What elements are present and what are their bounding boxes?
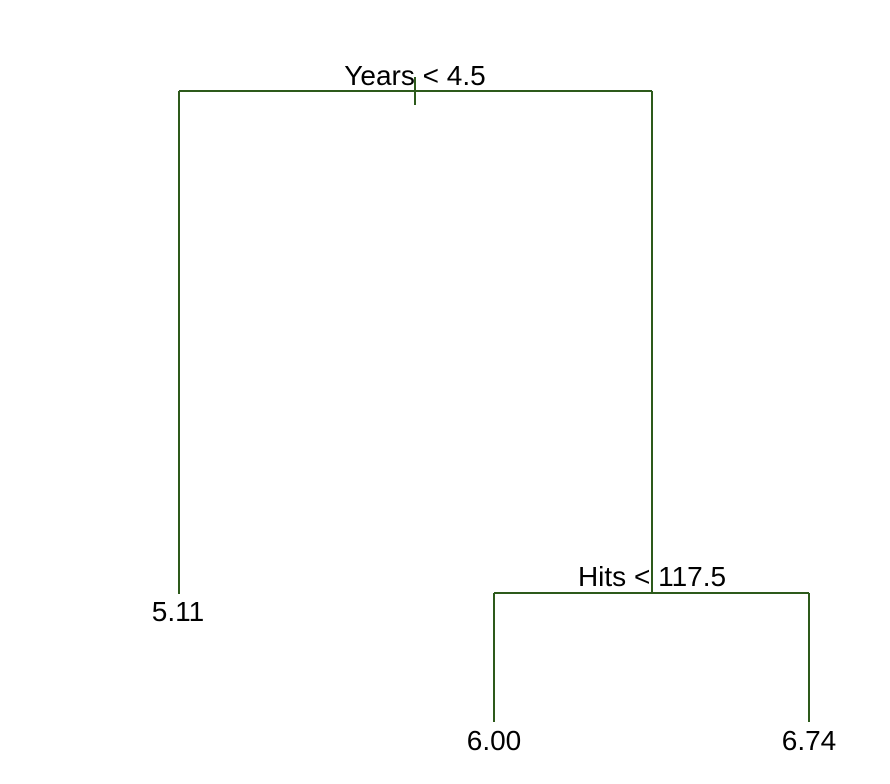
root-node: Years < 4.5 bbox=[179, 60, 652, 105]
hits-split-label: Hits < 117.5 bbox=[578, 561, 726, 592]
leaf-value-hits-left: 6.00 bbox=[467, 725, 522, 756]
leaf-value-hits-right: 6.74 bbox=[782, 725, 837, 756]
left-branch: 5.11 bbox=[152, 91, 204, 627]
hits-right-branch: 6.74 bbox=[782, 593, 837, 756]
hits-node: Hits < 117.5 bbox=[494, 561, 809, 594]
hits-left-branch: 6.00 bbox=[467, 593, 522, 756]
leaf-value-left: 5.11 bbox=[152, 596, 204, 627]
root-split-label: Years < 4.5 bbox=[344, 60, 485, 91]
